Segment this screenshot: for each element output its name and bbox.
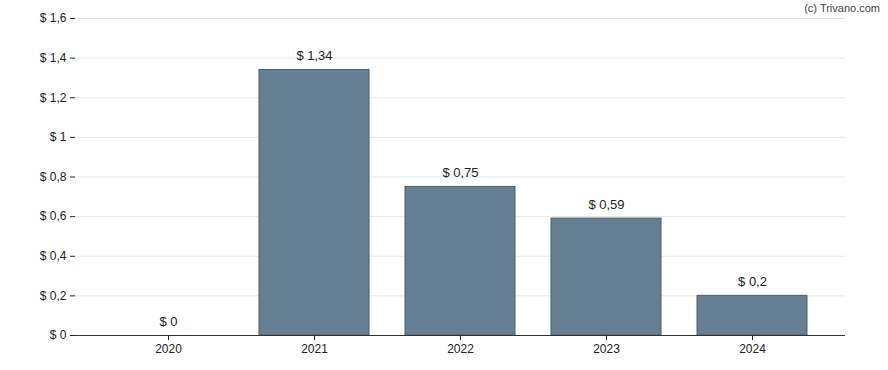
svg-text:$ 1,6: $ 1,6: [40, 11, 67, 25]
svg-text:$ 0,6: $ 0,6: [40, 209, 67, 223]
svg-text:$ 1,34: $ 1,34: [296, 48, 332, 63]
svg-text:$ 0,2: $ 0,2: [40, 289, 67, 303]
svg-text:$ 0,8: $ 0,8: [40, 170, 67, 184]
svg-text:$ 1,2: $ 1,2: [40, 91, 67, 105]
svg-text:$ 0,75: $ 0,75: [442, 165, 478, 180]
svg-text:$ 1: $ 1: [50, 130, 67, 144]
svg-text:$ 0: $ 0: [159, 314, 177, 329]
html-text:(c) Trivano.com: (c) Trivano.com: [804, 2, 880, 14]
svg-text:2022: 2022: [447, 342, 474, 356]
svg-text:2020: 2020: [155, 342, 182, 356]
svg-text:2021: 2021: [301, 342, 328, 356]
svg-text:$ 0,4: $ 0,4: [40, 249, 67, 263]
svg-text:$ 0,59: $ 0,59: [588, 197, 624, 212]
svg-text:2023: 2023: [593, 342, 620, 356]
svg-text:$ 0,2: $ 0,2: [738, 274, 767, 289]
svg-text:$ 1,4: $ 1,4: [40, 51, 67, 65]
svg-text:$ 0: $ 0: [50, 328, 67, 342]
svg-text:2024: 2024: [739, 342, 766, 356]
